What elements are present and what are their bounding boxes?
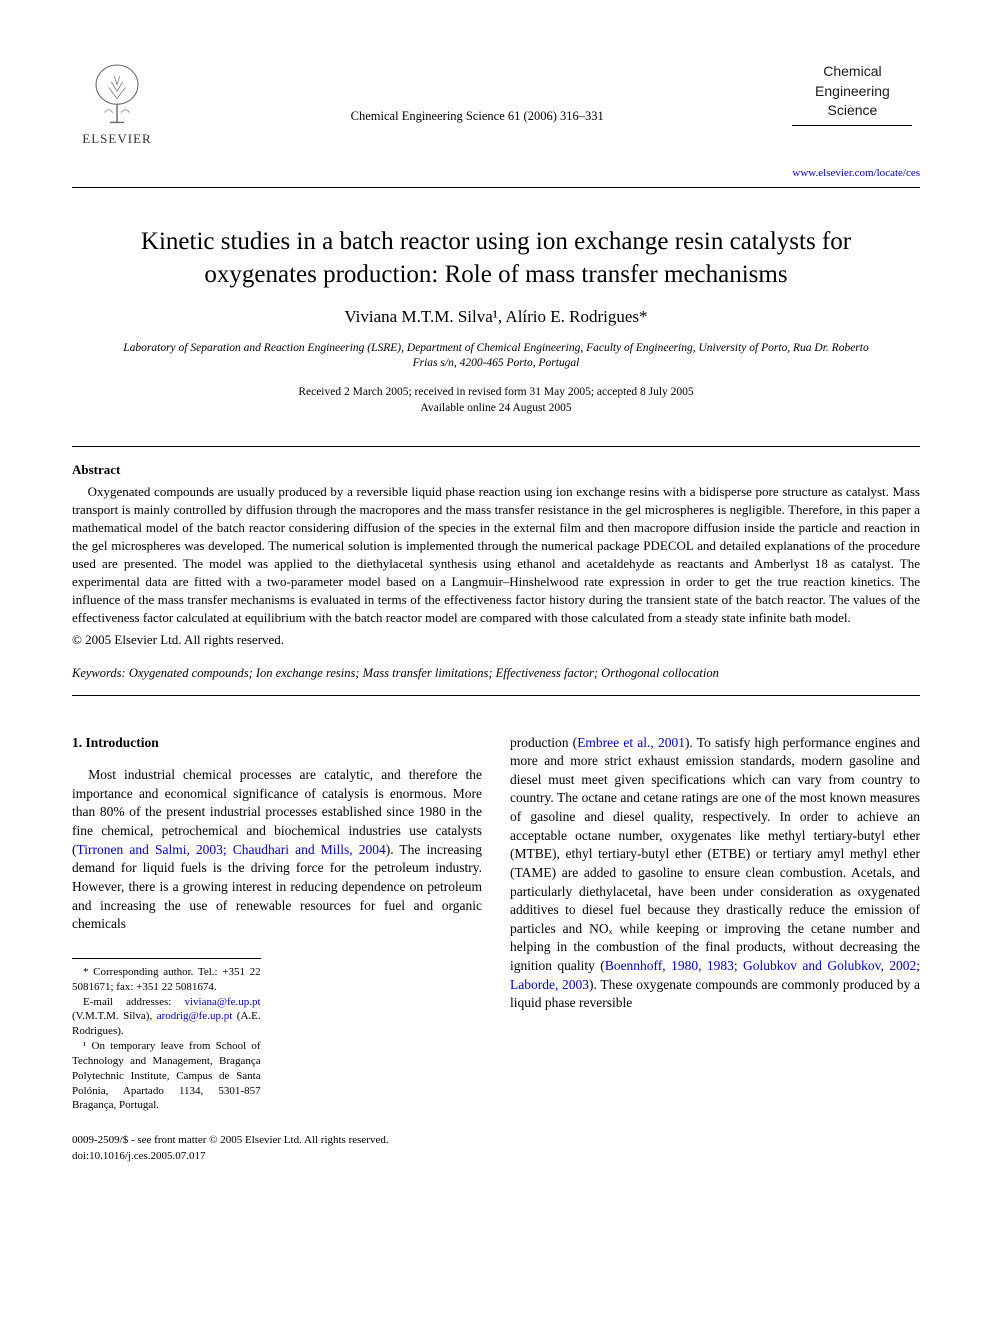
publisher-logo: ELSEVIER	[72, 58, 162, 148]
citation-embree[interactable]: Embree et al., 2001	[577, 735, 685, 750]
journal-url[interactable]: www.elsevier.com/locate/ces	[792, 166, 920, 181]
publisher-name: ELSEVIER	[82, 130, 151, 148]
citation-tirronen[interactable]: Tirronen and Salmi, 2003; Chaudhari and …	[77, 842, 386, 857]
footnotes: * Corresponding author. Tel.: +351 22 50…	[72, 958, 261, 1113]
abstract-heading: Abstract	[72, 461, 920, 479]
abstract-copyright: © 2005 Elsevier Ltd. All rights reserved…	[72, 631, 920, 649]
journal-badge: Chemical Engineering Science	[792, 58, 912, 126]
abstract-body: Oxygenated compounds are usually produce…	[72, 483, 920, 627]
section-1-heading: 1. Introduction	[72, 734, 482, 753]
dates-received: Received 2 March 2005; received in revis…	[72, 384, 920, 400]
journal-badge-wrap: Chemical Engineering Science www.elsevie…	[792, 58, 920, 181]
authors: Viviana M.T.M. Silva¹, Alírio E. Rodrigu…	[72, 305, 920, 329]
elsevier-tree-icon	[82, 58, 152, 128]
running-head: Chemical Engineering Science 61 (2006) 3…	[162, 58, 792, 126]
p2b: ). To satisfy high performance engines a…	[510, 735, 920, 974]
article-dates: Received 2 March 2005; received in revis…	[72, 384, 920, 416]
affiliation: Laboratory of Separation and Reaction En…	[112, 341, 880, 372]
journal-badge-line1: Chemical	[792, 62, 912, 82]
footnote-leave: ¹ On temporary leave from School of Tech…	[72, 1039, 261, 1113]
footnote-emails: E-mail addresses: viviana@fe.up.pt (V.M.…	[72, 995, 261, 1040]
email-label: E-mail addresses:	[83, 996, 171, 1008]
column-left: 1. Introduction Most industrial chemical…	[72, 734, 482, 1114]
section-1-para-1-cont: production (Embree et al., 2001). To sat…	[510, 734, 920, 1013]
doi: doi:10.1016/j.ces.2005.07.017	[72, 1149, 920, 1164]
dates-online: Available online 24 August 2005	[72, 400, 920, 416]
email-silva-who: (V.M.T.M. Silva),	[72, 1010, 152, 1022]
email-rodrigues[interactable]: arodrig@fe.up.pt	[157, 1010, 233, 1022]
page-header: ELSEVIER Chemical Engineering Science 61…	[72, 58, 920, 188]
keywords-label: Keywords:	[72, 666, 126, 680]
rule-bottom	[72, 695, 920, 696]
keywords-list: Oxygenated compounds; Ion exchange resin…	[129, 666, 719, 680]
rule-top	[72, 446, 920, 447]
keywords: Keywords: Oxygenated compounds; Ion exch…	[72, 665, 920, 683]
column-right: production (Embree et al., 2001). To sat…	[510, 734, 920, 1114]
bottom-meta: 0009-2509/$ - see front matter © 2005 El…	[72, 1133, 920, 1164]
front-matter: 0009-2509/$ - see front matter © 2005 El…	[72, 1133, 920, 1148]
email-silva[interactable]: viviana@fe.up.pt	[184, 996, 260, 1008]
journal-badge-line2: Engineering Science	[792, 82, 912, 121]
body-columns: 1. Introduction Most industrial chemical…	[72, 734, 920, 1114]
article-title: Kinetic studies in a batch reactor using…	[92, 226, 900, 291]
section-1-para-1: Most industrial chemical processes are c…	[72, 766, 482, 934]
footnote-corresponding: * Corresponding author. Tel.: +351 22 50…	[72, 965, 261, 995]
p2a: production (	[510, 735, 577, 750]
